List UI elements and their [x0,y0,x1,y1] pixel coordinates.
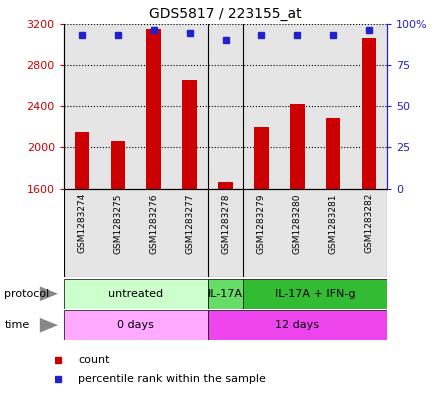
Bar [326,119,341,189]
Bar [315,189,351,277]
Bar [64,24,100,189]
Bar [290,104,304,189]
Bar [136,24,172,189]
Bar [100,24,136,189]
Bar [243,24,279,189]
Bar [100,189,136,277]
Bar [208,279,243,309]
Bar [75,132,89,189]
Bar [279,189,315,277]
Text: GSM1283278: GSM1283278 [221,193,230,253]
Bar [279,24,315,189]
Bar [351,189,387,277]
Bar [147,29,161,189]
Bar [64,279,208,309]
Bar [64,189,100,277]
Bar [172,189,208,277]
Bar [243,279,387,309]
Text: untreated: untreated [108,289,163,299]
Text: GSM1283276: GSM1283276 [149,193,158,253]
Bar [208,24,243,189]
Bar [136,189,172,277]
Bar [64,310,208,340]
Bar [208,310,387,340]
Text: time: time [4,320,29,330]
Bar [208,189,243,277]
Text: IL-17A: IL-17A [208,289,243,299]
Bar [172,24,208,189]
Text: count: count [78,354,110,365]
Text: 0 days: 0 days [117,320,154,330]
Text: protocol: protocol [4,289,50,299]
Text: IL-17A + IFN-g: IL-17A + IFN-g [275,289,356,299]
Polygon shape [40,286,58,301]
Text: GSM1283274: GSM1283274 [77,193,86,253]
Bar [315,24,351,189]
Text: GSM1283279: GSM1283279 [257,193,266,253]
Text: GSM1283282: GSM1283282 [365,193,374,253]
Text: GSM1283275: GSM1283275 [113,193,122,253]
Bar [351,24,387,189]
Text: GSM1283280: GSM1283280 [293,193,302,253]
Text: GSM1283281: GSM1283281 [329,193,338,253]
Bar [110,141,125,189]
Bar [254,127,269,189]
Bar [183,80,197,189]
Title: GDS5817 / 223155_at: GDS5817 / 223155_at [149,7,302,21]
Text: GSM1283277: GSM1283277 [185,193,194,253]
Polygon shape [40,318,58,332]
Bar [218,182,233,189]
Bar [243,189,279,277]
Text: 12 days: 12 days [275,320,319,330]
Text: percentile rank within the sample: percentile rank within the sample [78,374,266,384]
Bar [362,38,377,189]
